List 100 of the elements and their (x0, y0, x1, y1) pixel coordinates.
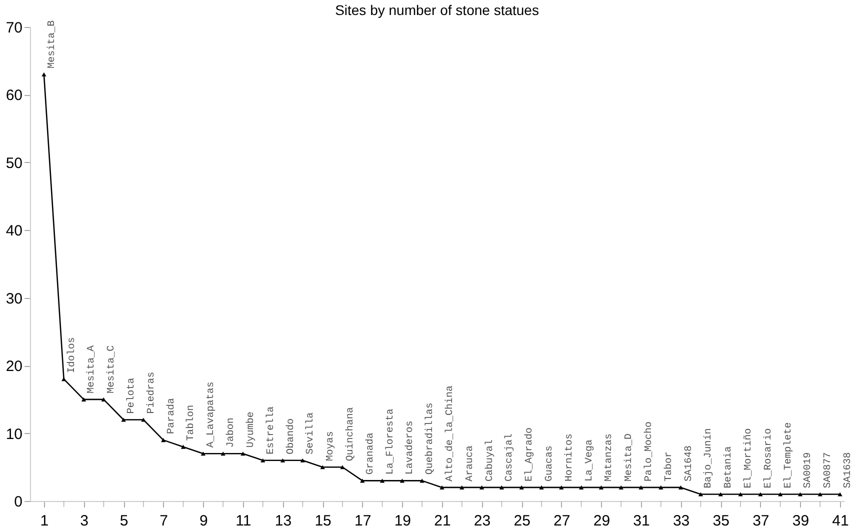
point (678, 485, 684, 490)
x-tick-label: 25 (514, 512, 530, 530)
annotation: Sevilla (304, 412, 317, 454)
annotation: Alto_de_la_China (444, 385, 456, 482)
point (141, 418, 146, 422)
point (300, 458, 306, 462)
x-tick-label: 3 (80, 512, 88, 530)
annotation: Bajo_Junín (702, 428, 715, 488)
annotation: Arauca (464, 445, 476, 482)
annotation: Uyumbe (244, 412, 257, 448)
x-tick-label: 9 (199, 512, 208, 530)
point (200, 452, 206, 456)
annotation: SA1638 (843, 452, 854, 488)
x-tick-label: 13 (274, 512, 292, 530)
annotation: Cascajal (504, 433, 516, 482)
x-tick-label: 27 (554, 512, 570, 530)
x-tick-label: 21 (434, 512, 451, 530)
point (738, 492, 743, 496)
annotation: Tabor (662, 451, 675, 482)
point (499, 485, 504, 490)
annotation: La_Vega (584, 439, 596, 482)
x-tick-label: 1 (40, 512, 49, 530)
x-tick-label: 35 (712, 512, 730, 530)
x-tick-label: 29 (593, 512, 610, 530)
annotation: Lavaderos (404, 420, 416, 475)
point (698, 492, 704, 496)
y-tick-label: 10 (6, 426, 22, 443)
annotation: Estrella (264, 406, 277, 454)
annotation: Idolos (66, 337, 78, 374)
annotation: SA0019 (803, 452, 814, 488)
y-tick-label: 20 (6, 358, 22, 376)
point (638, 485, 644, 490)
point (280, 458, 286, 462)
point (559, 485, 564, 490)
point (718, 492, 723, 496)
annotation: Granada (364, 432, 376, 475)
y-tick-label: 30 (6, 290, 22, 308)
annotation: La_Floresta (384, 408, 396, 475)
point (61, 377, 66, 382)
annotation: Palo_Mocho (643, 421, 655, 482)
y-tick-label: 70 (6, 20, 22, 36)
point (598, 485, 604, 490)
point (161, 438, 166, 442)
annotation: El_Agrado (524, 427, 536, 482)
point (101, 397, 106, 402)
x-tick-label: 39 (792, 512, 810, 530)
point (618, 485, 624, 490)
x-tick-label: 41 (832, 512, 849, 530)
point (798, 492, 803, 496)
point (758, 492, 763, 496)
point (539, 485, 544, 490)
annotation: Mesita_D (623, 433, 636, 482)
x-tick-label: 23 (474, 512, 491, 530)
annotation: El_Templete (782, 422, 794, 488)
point (460, 485, 464, 490)
x-tick-label: 11 (236, 512, 252, 530)
point (320, 465, 325, 470)
point (838, 492, 842, 496)
point (818, 492, 822, 496)
point (42, 72, 46, 76)
x-tick-label: 5 (120, 512, 128, 530)
annotation: Quebradillas (424, 402, 436, 475)
annotation: SA0877 (823, 452, 834, 488)
point (121, 418, 126, 422)
x-tick-label: 37 (752, 512, 770, 530)
annotation: SA1648 (684, 445, 695, 482)
annotation: Matanzas (604, 433, 616, 482)
point (440, 485, 444, 490)
point (81, 397, 86, 402)
y-tick-label: 50 (6, 154, 22, 172)
x-tick-label: 33 (672, 512, 690, 530)
annotation: Betania (722, 446, 735, 488)
x-tick-label: 15 (314, 512, 332, 530)
annotation: Mesita_A (86, 345, 98, 394)
point (340, 465, 345, 470)
x-tick-label: 19 (394, 512, 412, 530)
annotation: Obando (284, 418, 297, 454)
annotation: A_Lavapatas (206, 382, 218, 448)
annotation: Mesita_C (106, 345, 118, 394)
point (180, 444, 186, 449)
annotation: Quinchana (344, 407, 356, 462)
annotation: Tablon (185, 404, 198, 441)
chart-title: Sites by number of stone statues (335, 2, 539, 18)
annotation: Moyas (326, 431, 337, 462)
y-tick-label: 60 (6, 87, 22, 104)
annotation: El_Mortiño (742, 428, 755, 488)
point (578, 485, 584, 490)
x-tick-label: 7 (160, 512, 168, 530)
annotation: Jabon (225, 418, 238, 448)
y-tick-label: 40 (6, 222, 22, 240)
annotation: Hornitos (563, 433, 576, 482)
y-tick-label: 0 (14, 494, 22, 510)
annotation: Pelota (126, 378, 138, 414)
annotation: El_Rosario (762, 428, 774, 488)
point (240, 452, 246, 456)
point (220, 452, 226, 456)
point (380, 478, 385, 483)
annotation: Mesita_B (46, 20, 58, 68)
x-tick-label: 31 (633, 512, 650, 530)
point (479, 485, 484, 490)
